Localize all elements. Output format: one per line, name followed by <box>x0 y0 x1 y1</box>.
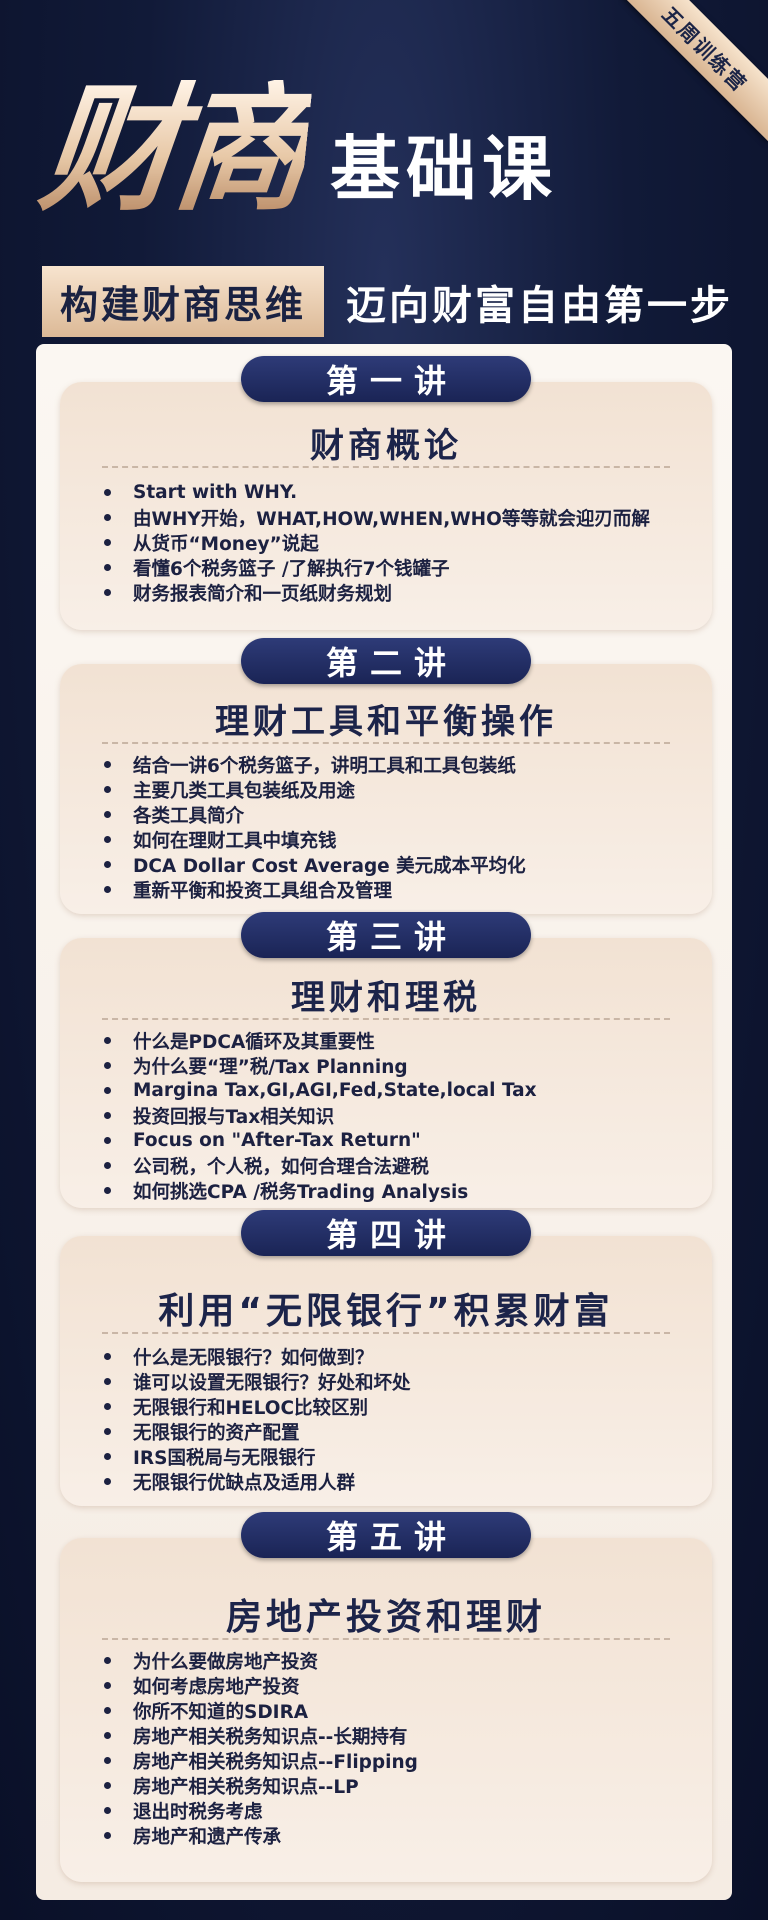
list-item: 投资回报与Tax相关知识 <box>104 1103 696 1128</box>
ribbon-label: 五周训练营 <box>618 0 768 142</box>
lecture-items: 结合一讲6个税务篮子，讲明工具和工具包装纸 主要几类工具包装纸及用途 各类工具简… <box>104 752 696 902</box>
bullet-icon <box>104 1403 111 1410</box>
list-item: 房地产和遗产传承 <box>104 1823 696 1848</box>
bullet-icon <box>104 1137 111 1144</box>
lecture-card-4: 第四讲 利用“无限银行”积累财富 什么是无限银行？如何做到？ 谁可以设置无限银行… <box>60 1210 712 1506</box>
list-item: 重新平衡和投资工具组合及管理 <box>104 877 696 902</box>
hero-title-main: 财商 <box>33 67 315 230</box>
title-divider <box>102 466 670 468</box>
bullet-icon <box>104 886 111 893</box>
list-item: Start with WHY. <box>104 480 696 505</box>
list-item: 结合一讲6个税务篮子，讲明工具和工具包装纸 <box>104 752 696 777</box>
list-item: 如何挑选CPA /税务Trading Analysis <box>104 1178 696 1203</box>
title-divider <box>102 1018 670 1020</box>
bullet-icon <box>104 1453 111 1460</box>
bullet-icon <box>104 1707 111 1714</box>
bullet-icon <box>104 564 111 571</box>
list-item: 什么是PDCA循环及其重要性 <box>104 1028 696 1053</box>
lecture-label: 第二讲 <box>241 638 531 684</box>
title-divider <box>102 1638 670 1640</box>
list-item: 无限银行的资产配置 <box>104 1419 696 1444</box>
bullet-icon <box>104 1087 111 1094</box>
bullet-icon <box>104 836 111 843</box>
hero-title-sub: 基础课 <box>330 128 559 210</box>
bullet-icon <box>104 1757 111 1764</box>
list-item: Margina Tax,GI,AGI,Fed,State,local Tax <box>104 1078 696 1103</box>
list-item: DCA Dollar Cost Average 美元成本平均化 <box>104 852 696 877</box>
list-item: 看懂6个税务篮子 /了解执行7个钱罐子 <box>104 555 696 580</box>
lecture-label: 第三讲 <box>241 912 531 958</box>
lecture-items: Start with WHY. 由WHY开始，WHAT,HOW,WHEN,WHO… <box>104 480 696 605</box>
bullet-icon <box>104 1478 111 1485</box>
lecture-title: 房地产投资和理财 <box>225 1597 546 1638</box>
list-item: 如何考虑房地产投资 <box>104 1673 696 1698</box>
lecture-card-2: 第二讲 理财工具和平衡操作 结合一讲6个税务篮子，讲明工具和工具包装纸 主要几类… <box>60 638 712 914</box>
list-item: 谁可以设置无限银行？好处和坏处 <box>104 1369 696 1394</box>
lecture-label: 第四讲 <box>241 1210 531 1256</box>
bullet-icon <box>104 1807 111 1814</box>
bullet-icon <box>104 786 111 793</box>
lecture-label: 第五讲 <box>241 1512 531 1558</box>
list-item: 你所不知道的SDIRA <box>104 1698 696 1723</box>
bullet-icon <box>104 589 111 596</box>
bullet-icon <box>104 1378 111 1385</box>
bullet-icon <box>104 1782 111 1789</box>
lecture-title: 理财工具和平衡操作 <box>215 702 557 742</box>
lecture-title: 财商概论 <box>310 426 462 466</box>
lecture-items: 为什么要做房地产投资 如何考虑房地产投资 你所不知道的SDIRA 房地产相关税务… <box>104 1648 696 1848</box>
lecture-title: 理财和理税 <box>291 978 481 1018</box>
hero-title: 财商 基础课 <box>33 67 559 230</box>
lecture-title: 利用“无限银行”积累财富 <box>158 1291 614 1332</box>
lecture-label: 第一讲 <box>241 356 531 402</box>
bullet-icon <box>104 1682 111 1689</box>
bullet-icon <box>104 489 111 496</box>
lecture-items: 什么是无限银行？如何做到？ 谁可以设置无限银行？好处和坏处 无限银行和HELOC… <box>104 1344 696 1494</box>
bullet-icon <box>104 1832 111 1839</box>
bullet-icon <box>104 1732 111 1739</box>
lecture-card-5: 第五讲 房地产投资和理财 为什么要做房地产投资 如何考虑房地产投资 你所不知道的… <box>60 1512 712 1882</box>
lecture-card-3: 第三讲 理财和理税 什么是PDCA循环及其重要性 为什么要“理”税/Tax Pl… <box>60 912 712 1208</box>
list-item: 如何在理财工具中填充钱 <box>104 827 696 852</box>
list-item: 房地产相关税务知识点--Flipping <box>104 1748 696 1773</box>
list-item: IRS国税局与无限银行 <box>104 1444 696 1469</box>
bullet-icon <box>104 1187 111 1194</box>
list-item: 各类工具简介 <box>104 802 696 827</box>
subtitle-text: 迈向财富自由第一步 <box>346 282 734 329</box>
list-item: 由WHY开始，WHAT,HOW,WHEN,WHO等等就会迎刃而解 <box>104 505 696 530</box>
list-item: 为什么要“理”税/Tax Planning <box>104 1053 696 1078</box>
list-item: 公司税，个人税，如何合理合法避税 <box>104 1153 696 1178</box>
bullet-icon <box>104 861 111 868</box>
subtitle-row: 构建财商思维 迈向财富自由第一步 <box>42 266 733 337</box>
bullet-icon <box>104 1657 111 1664</box>
list-item: 为什么要做房地产投资 <box>104 1648 696 1673</box>
list-item: 无限银行和HELOC比较区别 <box>104 1394 696 1419</box>
list-item: 从货币“Money”说起 <box>104 530 696 555</box>
training-camp-ribbon: 五周训练营 <box>618 0 768 150</box>
list-item: 财务报表简介和一页纸财务规划 <box>104 580 696 605</box>
bullet-icon <box>104 1062 111 1069</box>
bullet-icon <box>104 1037 111 1044</box>
bullet-icon <box>104 1162 111 1169</box>
bullet-icon <box>104 761 111 768</box>
lecture-items: 什么是PDCA循环及其重要性 为什么要“理”税/Tax Planning Mar… <box>104 1028 696 1203</box>
bullet-icon <box>104 514 111 521</box>
title-divider <box>102 1332 670 1334</box>
lecture-card-1: 第一讲 财商概论 Start with WHY. 由WHY开始，WHAT,HOW… <box>60 356 712 630</box>
title-divider <box>102 742 670 744</box>
bullet-icon <box>104 1353 111 1360</box>
list-item: Focus on "After-Tax Return" <box>104 1128 696 1153</box>
bullet-icon <box>104 539 111 546</box>
list-item: 退出时税务考虑 <box>104 1798 696 1823</box>
list-item: 房地产相关税务知识点--长期持有 <box>104 1723 696 1748</box>
subtitle-badge: 构建财商思维 <box>42 266 325 337</box>
list-item: 主要几类工具包装纸及用途 <box>104 777 696 802</box>
list-item: 什么是无限银行？如何做到？ <box>104 1344 696 1369</box>
bullet-icon <box>104 811 111 818</box>
bullet-icon <box>104 1428 111 1435</box>
bullet-icon <box>104 1112 111 1119</box>
list-item: 无限银行优缺点及适用人群 <box>104 1469 696 1494</box>
list-item: 房地产相关税务知识点--LP <box>104 1773 696 1798</box>
